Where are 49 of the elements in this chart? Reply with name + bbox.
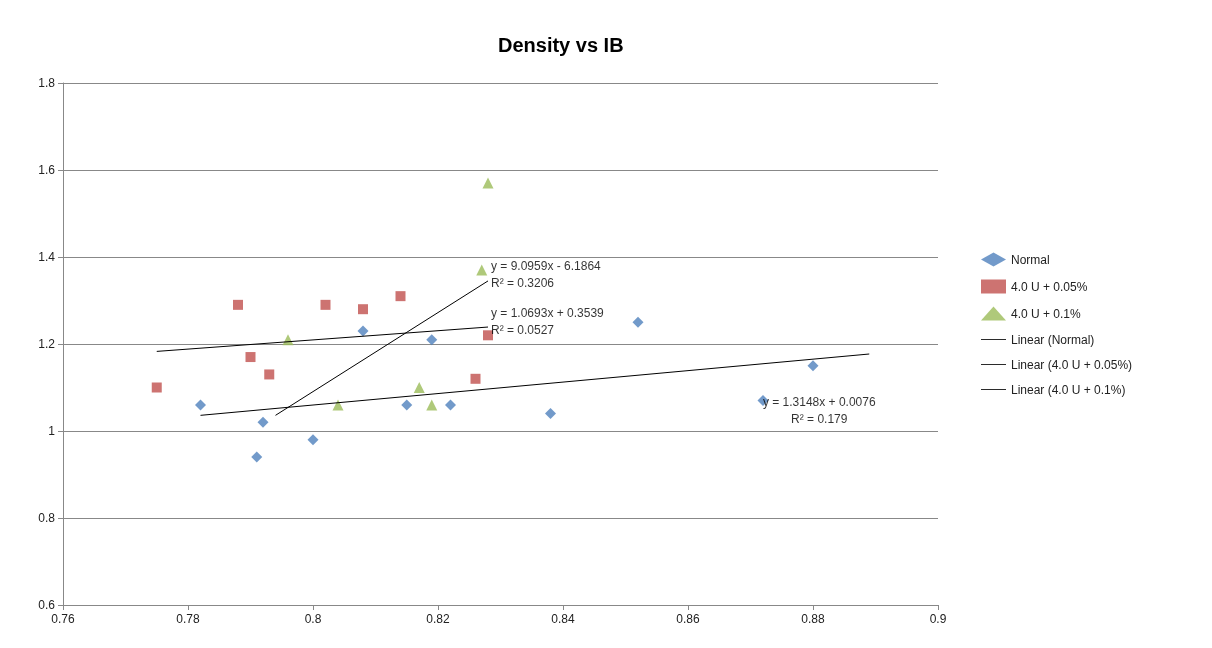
x-tick-label: 0.86 xyxy=(676,612,700,626)
point xyxy=(807,360,819,372)
point xyxy=(332,399,344,411)
legend-label: 4.0 U + 0.05% xyxy=(1011,279,1088,294)
legend-label: Linear (Normal) xyxy=(1011,332,1095,347)
legend-label: Linear (4.0 U + 0.1%) xyxy=(1011,382,1126,397)
point xyxy=(426,399,438,411)
point xyxy=(426,334,438,346)
point xyxy=(395,291,406,302)
point xyxy=(320,299,331,310)
point xyxy=(251,451,263,463)
x-tick-label: 0.78 xyxy=(176,612,200,626)
legend-label: 4.0 U + 0.1% xyxy=(1011,306,1082,321)
legend-label: Linear (4.0 U + 0.05%) xyxy=(1011,357,1133,372)
point xyxy=(264,369,275,380)
point xyxy=(545,408,556,420)
legend-label: Normal xyxy=(1011,252,1050,267)
point xyxy=(482,177,494,189)
y-tick-label: 0.6 xyxy=(38,598,56,612)
annotation: y = 9.0959x - 6.1864 R² = 0.3206 xyxy=(491,259,602,291)
x-tick-label: 0.9 xyxy=(929,612,947,626)
point xyxy=(413,382,425,393)
point xyxy=(445,399,456,411)
x-tick-label: 0.82 xyxy=(426,612,450,626)
y-tick-label: 1.4 xyxy=(38,250,56,264)
y-tick-label: 1.6 xyxy=(38,163,56,177)
point xyxy=(470,373,481,384)
point xyxy=(401,399,413,411)
x-tick-label: 0.76 xyxy=(51,612,75,626)
y-tick-label: 1.2 xyxy=(38,337,56,351)
chart-title: Density vs IB xyxy=(498,34,624,56)
y-tick-label: 0.8 xyxy=(38,511,56,525)
point xyxy=(233,299,243,310)
point xyxy=(307,434,319,446)
x-tick-label: 0.8 xyxy=(304,612,322,626)
x-tick-label: 0.84 xyxy=(551,612,575,626)
point xyxy=(195,399,206,411)
y-tick-label: 1 xyxy=(48,424,56,438)
point xyxy=(151,382,162,393)
point xyxy=(358,304,368,315)
point xyxy=(357,325,369,337)
x-tick-label: 0.88 xyxy=(801,612,825,626)
y-tick-label: 1.8 xyxy=(38,76,56,90)
point xyxy=(245,352,256,363)
point xyxy=(257,416,269,428)
point xyxy=(476,264,488,276)
point xyxy=(632,316,644,328)
point xyxy=(483,330,493,341)
annotation: y = 1.0693x + 0.3539 R² = 0.0527 xyxy=(491,305,605,337)
